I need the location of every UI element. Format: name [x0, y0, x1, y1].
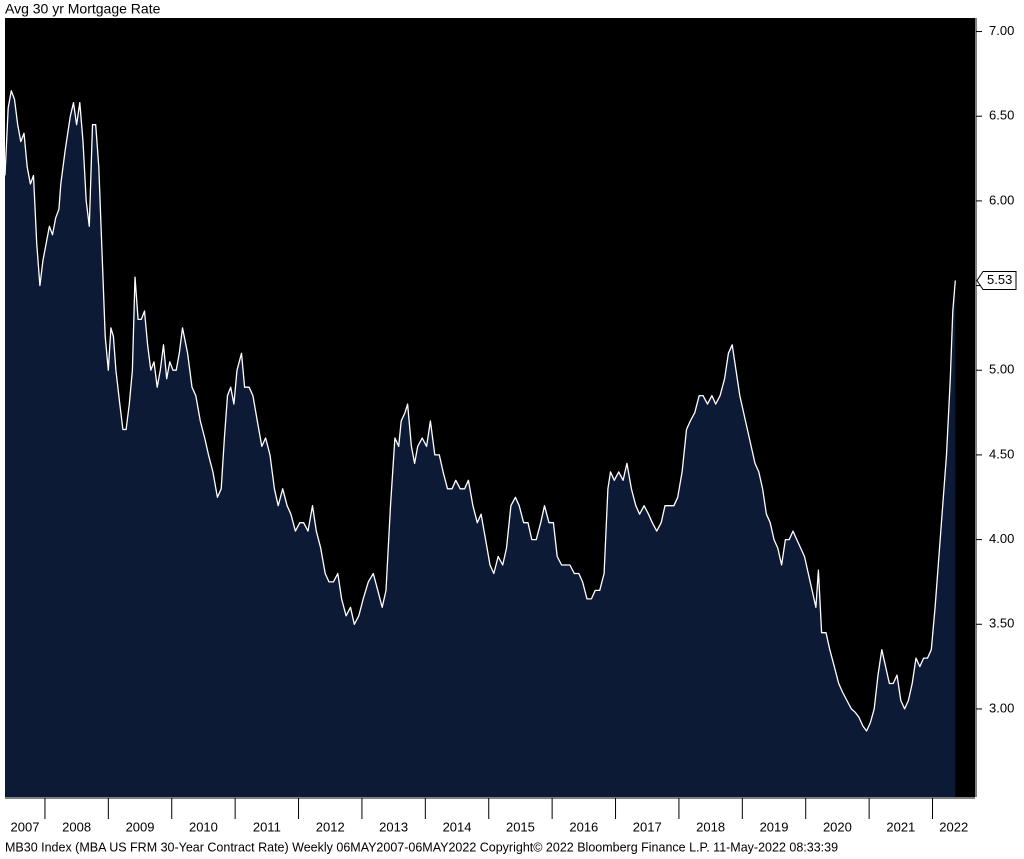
last-value-callout [976, 270, 1017, 290]
x-tick-label: 2008 [62, 819, 91, 834]
chart-title: Avg 30 yr Mortgage Rate [5, 1, 161, 17]
footer: MB30 Index (MBA US FRM 30-Year Contract … [5, 840, 838, 854]
x-tick-label: 2013 [379, 819, 408, 834]
x-tick-label: 2014 [443, 819, 472, 834]
y-tick-label: 3.00 [989, 700, 1014, 715]
x-tick-label: 2016 [569, 819, 598, 834]
x-tick-label: 2010 [189, 819, 218, 834]
series-line [4, 90, 956, 732]
y-tick-label: 6.00 [989, 192, 1014, 207]
last-value-label: 5.53 [987, 272, 1012, 287]
x-tick-label: 2009 [126, 819, 155, 834]
y-tick-label: 4.50 [989, 446, 1014, 461]
y-tick-label: 5.00 [989, 362, 1014, 377]
y-tick-label: 4.00 [989, 531, 1014, 546]
x-tick-label: 2007 [11, 819, 40, 834]
y-tick-label: 7.00 [989, 23, 1014, 38]
x-tick-label: 2018 [696, 819, 725, 834]
y-tick-label: 3.50 [989, 616, 1014, 631]
x-tick-label: 2011 [253, 819, 281, 834]
x-tick-label: 2020 [823, 819, 852, 834]
x-tick-label: 2019 [760, 819, 789, 834]
x-tick-label: 2012 [316, 819, 345, 834]
area-fill [5, 90, 956, 798]
x-tick-label: 2021 [886, 819, 915, 834]
y-tick-label: 6.50 [989, 108, 1014, 123]
x-tick-label: 2017 [633, 819, 662, 834]
x-tick-label: 2022 [939, 819, 968, 834]
x-tick-label: 2015 [506, 819, 535, 834]
